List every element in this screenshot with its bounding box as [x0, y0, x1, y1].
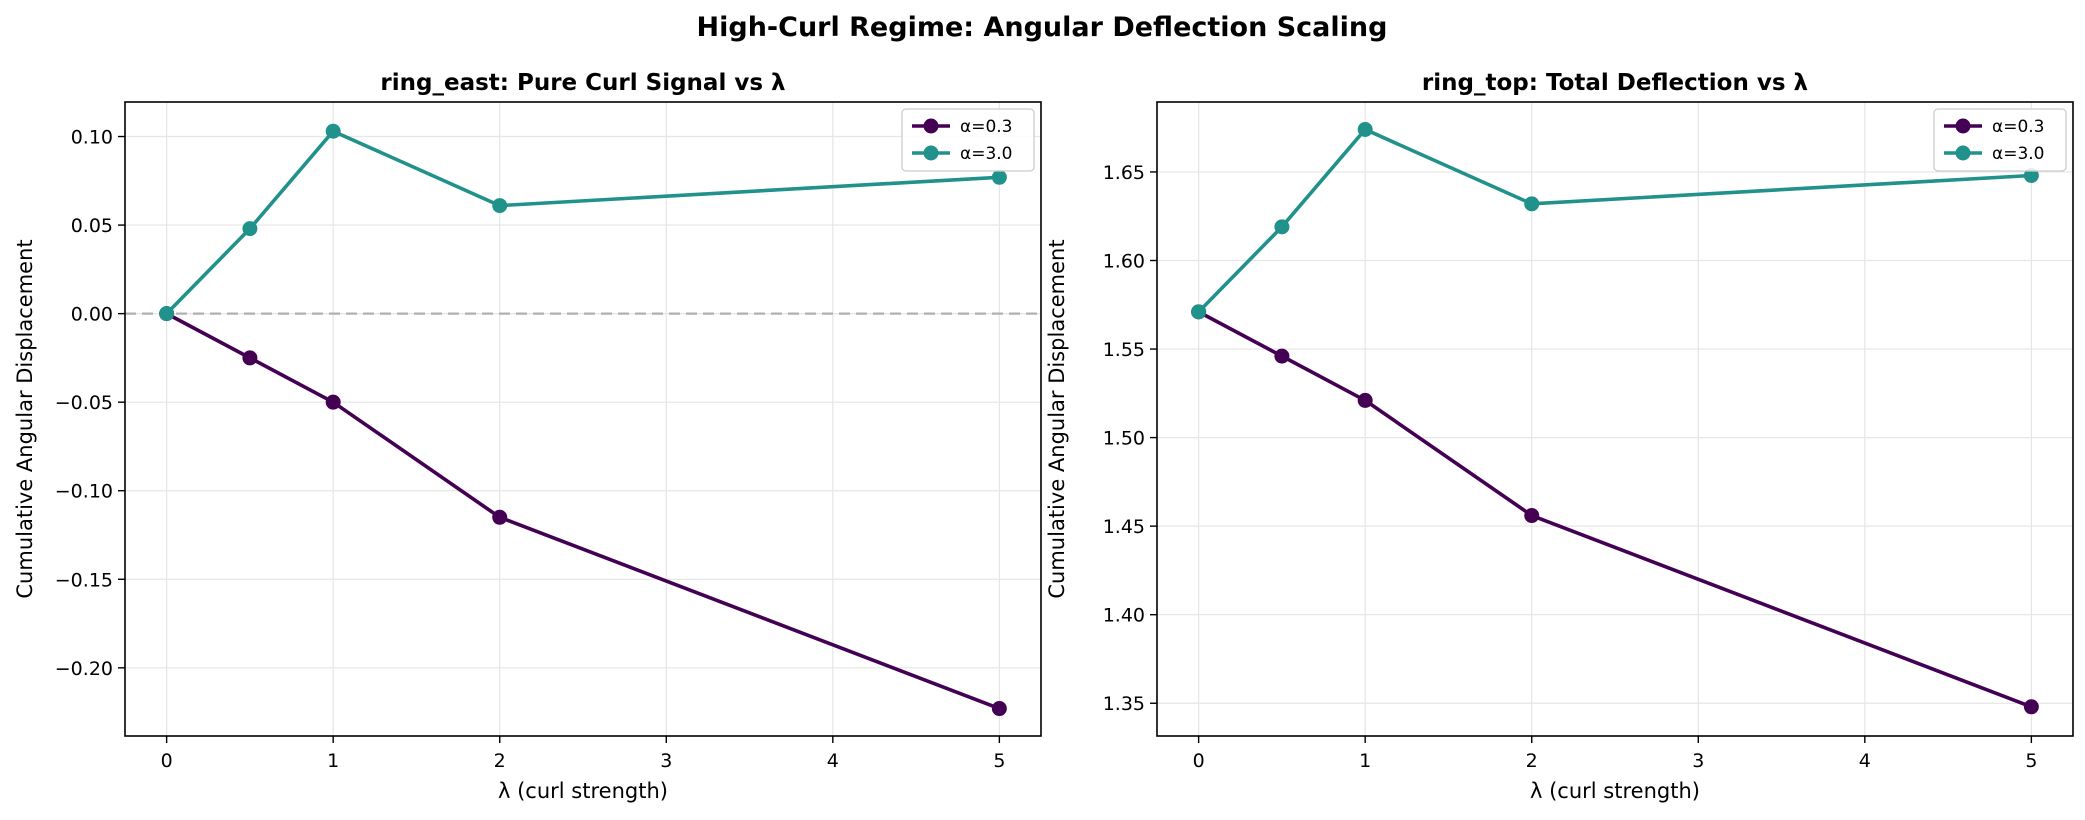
x-tick-label: 2	[494, 750, 506, 772]
y-tick-label: 0.00	[71, 304, 113, 326]
y-tick-label: −0.15	[55, 569, 113, 591]
y-tick-label: 1.45	[1103, 516, 1145, 538]
legend: α=0.3 α=3.0	[1933, 108, 2067, 172]
data-point	[492, 198, 508, 214]
data-point	[242, 350, 258, 366]
x-tick-label: 4	[1859, 750, 1871, 772]
data-point	[325, 123, 341, 139]
x-tick-label: 0	[1193, 750, 1205, 772]
y-tick-label: 1.55	[1103, 339, 1145, 361]
data-point	[159, 306, 175, 322]
y-tick-label: 1.60	[1103, 251, 1145, 273]
chart-panel-ring-east: 0 1 2 3 4 5 0.10 0.05 0.00 −0.05 −0.10 −0.15 −0.20 ri…	[13, 70, 1042, 803]
x-tick-label: 2	[1526, 750, 1538, 772]
x-tick-label: 1	[1359, 750, 1371, 772]
legend: α=0.3 α=3.0	[901, 108, 1035, 172]
x-tick-label: 3	[660, 750, 672, 772]
x-axis-label: λ (curl strength)	[498, 779, 668, 803]
x-axis-label: λ (curl strength)	[1530, 779, 1700, 803]
data-point	[1524, 196, 1540, 212]
y-tick-label: 1.50	[1103, 428, 1145, 450]
x-tick-label: 5	[2025, 750, 2037, 772]
legend-swatch-marker	[1955, 118, 1971, 134]
data-point	[1357, 392, 1373, 408]
data-point	[325, 394, 341, 410]
y-tick-label: −0.05	[55, 392, 113, 414]
legend-label: α=0.3	[1992, 117, 2045, 137]
y-tick-label: −0.20	[55, 658, 113, 680]
plot-frame	[1156, 101, 2074, 737]
y-axis-label: Cumulative Angular Displacement	[1045, 239, 1069, 598]
chart-panel-ring-top: 0 1 2 3 4 5 1.35 1.40 1.45 1.50 1.55 1.60 1.65 ring_t…	[1045, 70, 2074, 803]
data-point	[991, 169, 1007, 185]
data-point	[492, 509, 508, 525]
data-point	[1357, 121, 1373, 137]
data-point	[1274, 219, 1290, 235]
legend-swatch-marker	[1955, 145, 1971, 161]
y-tick-label: 1.65	[1103, 162, 1145, 184]
x-tick-label: 3	[1692, 750, 1704, 772]
figure-suptitle: High-Curl Regime: Angular Deflection Sca…	[697, 12, 1388, 43]
legend-swatch-marker	[923, 145, 939, 161]
data-point	[1274, 348, 1290, 364]
data-point	[991, 701, 1007, 717]
data-point	[1524, 508, 1540, 524]
data-point	[2023, 699, 2039, 715]
data-point	[242, 221, 258, 237]
data-point	[2023, 167, 2039, 183]
x-tick-label: 0	[161, 750, 173, 772]
chart-title: ring_east: Pure Curl Signal vs λ	[380, 70, 785, 96]
y-tick-label: 1.40	[1103, 605, 1145, 627]
legend-label: α=0.3	[960, 117, 1013, 137]
legend-label: α=3.0	[1992, 144, 2045, 164]
y-tick-label: 1.35	[1103, 693, 1145, 715]
y-axis-label: Cumulative Angular Displacement	[13, 239, 37, 598]
data-point	[1191, 304, 1207, 320]
x-tick-label: 5	[993, 750, 1005, 772]
x-tick-label: 4	[827, 750, 839, 772]
legend-swatch-marker	[923, 118, 939, 134]
x-tick-label: 1	[327, 750, 339, 772]
plot-frame	[124, 101, 1042, 737]
legend-label: α=3.0	[960, 144, 1013, 164]
y-tick-label: 0.05	[71, 215, 113, 237]
chart-title: ring_top: Total Deflection vs λ	[1422, 70, 1808, 96]
y-tick-label: −0.10	[55, 481, 113, 503]
y-tick-label: 0.10	[71, 127, 113, 149]
